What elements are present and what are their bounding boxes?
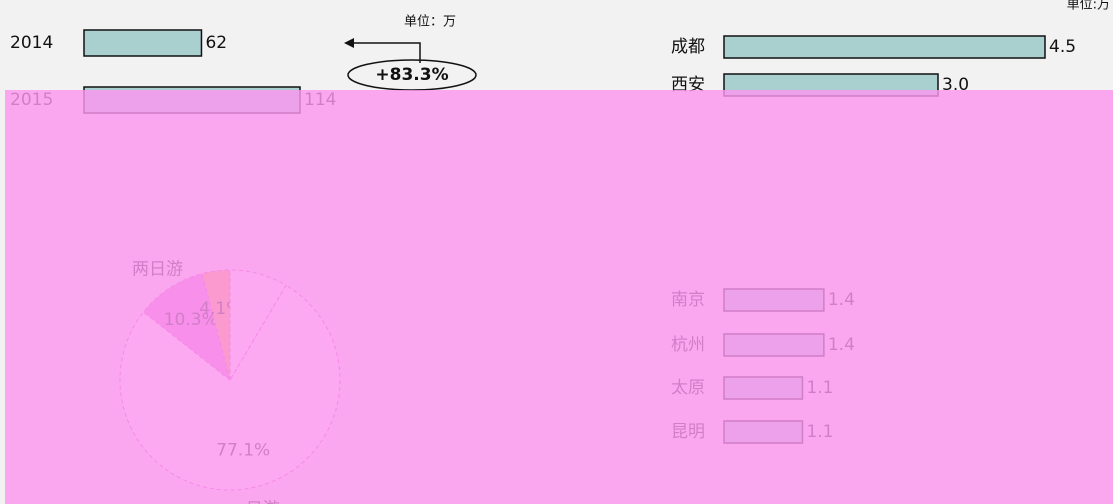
value-label: 62 xyxy=(205,33,227,53)
unit-label: 单位：万 xyxy=(404,15,456,30)
arrow-head xyxy=(344,38,354,48)
value-label: 4.5 xyxy=(1049,37,1076,57)
bar xyxy=(83,29,203,57)
annotation: +83.3% xyxy=(375,65,448,85)
category-label: 2014 xyxy=(10,33,53,53)
unit-label: 单位:万 xyxy=(1067,0,1110,13)
arrow xyxy=(350,42,421,63)
bar xyxy=(723,35,1046,59)
category-label: 成都 xyxy=(671,37,705,57)
overlay xyxy=(5,90,1113,504)
